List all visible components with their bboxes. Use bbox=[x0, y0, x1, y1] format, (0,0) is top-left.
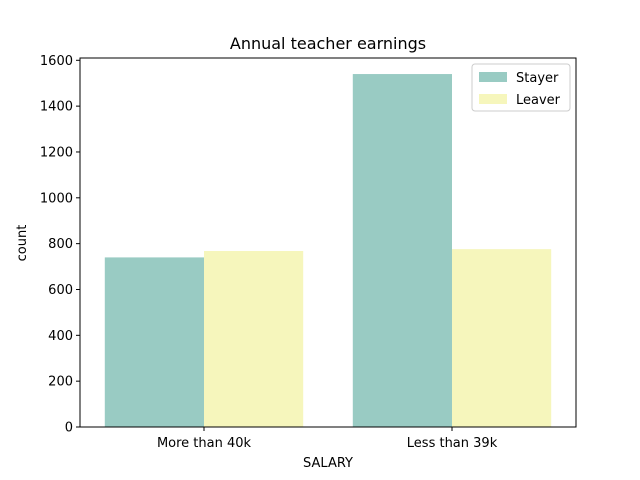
legend: Stayer Leaver bbox=[471, 63, 571, 112]
y-tick-label: 0 bbox=[65, 421, 73, 436]
plot-frame bbox=[79, 57, 577, 428]
bars-group bbox=[104, 74, 552, 427]
y-tick-label: 1200 bbox=[40, 145, 73, 160]
legend-swatch-leaver bbox=[479, 94, 507, 104]
y-tick-label: 1400 bbox=[40, 100, 73, 115]
bar-leaver-1 bbox=[204, 250, 304, 427]
y-tick-label: 1600 bbox=[40, 54, 73, 69]
bar-stayer-2 bbox=[352, 74, 452, 427]
legend-swatch-stayer bbox=[479, 72, 507, 82]
x-tick-label: More than 40k bbox=[157, 436, 252, 451]
y-tick-label: 600 bbox=[48, 283, 73, 298]
x-tick-label: Less than 39k bbox=[407, 436, 498, 451]
legend-label-stayer: Stayer bbox=[516, 71, 559, 86]
y-axis-label: count bbox=[15, 225, 30, 262]
chart-title: Annual teacher earnings bbox=[230, 34, 426, 53]
y-tick-label: 400 bbox=[48, 329, 73, 344]
legend-label-leaver: Leaver bbox=[516, 93, 561, 108]
y-tick-label: 1000 bbox=[40, 191, 73, 206]
bar-stayer-1 bbox=[104, 257, 204, 427]
y-axis: 0 200 400 600 800 1000 1200 1400 1600 bbox=[40, 54, 80, 436]
x-axis-label: SALARY bbox=[303, 456, 353, 471]
bar-leaver-2 bbox=[452, 249, 552, 427]
x-axis: More than 40k Less than 39k bbox=[157, 427, 498, 451]
y-tick-label: 800 bbox=[48, 237, 73, 252]
y-tick-label: 200 bbox=[48, 375, 73, 390]
